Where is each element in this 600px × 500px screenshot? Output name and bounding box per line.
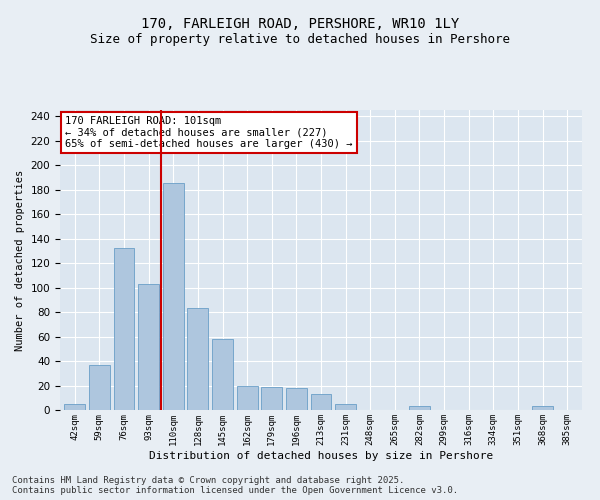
Bar: [113, 248, 134, 410]
X-axis label: Distribution of detached houses by size in Pershore: Distribution of detached houses by size …: [149, 450, 493, 460]
Text: 170 FARLEIGH ROAD: 101sqm
← 34% of detached houses are smaller (227)
65% of semi: 170 FARLEIGH ROAD: 101sqm ← 34% of detac…: [65, 116, 353, 149]
Bar: [89, 364, 110, 410]
Bar: [138, 284, 159, 410]
Y-axis label: Number of detached properties: Number of detached properties: [15, 170, 25, 350]
Bar: [286, 388, 307, 410]
Text: Contains HM Land Registry data © Crown copyright and database right 2025.
Contai: Contains HM Land Registry data © Crown c…: [12, 476, 458, 495]
Bar: [163, 184, 184, 410]
Bar: [212, 339, 233, 410]
Bar: [261, 386, 282, 410]
Bar: [64, 404, 85, 410]
Text: 170, FARLEIGH ROAD, PERSHORE, WR10 1LY: 170, FARLEIGH ROAD, PERSHORE, WR10 1LY: [141, 18, 459, 32]
Bar: [409, 406, 430, 410]
Bar: [532, 406, 553, 410]
Bar: [187, 308, 208, 410]
Bar: [236, 386, 257, 410]
Bar: [311, 394, 331, 410]
Text: Size of property relative to detached houses in Pershore: Size of property relative to detached ho…: [90, 32, 510, 46]
Bar: [335, 404, 356, 410]
